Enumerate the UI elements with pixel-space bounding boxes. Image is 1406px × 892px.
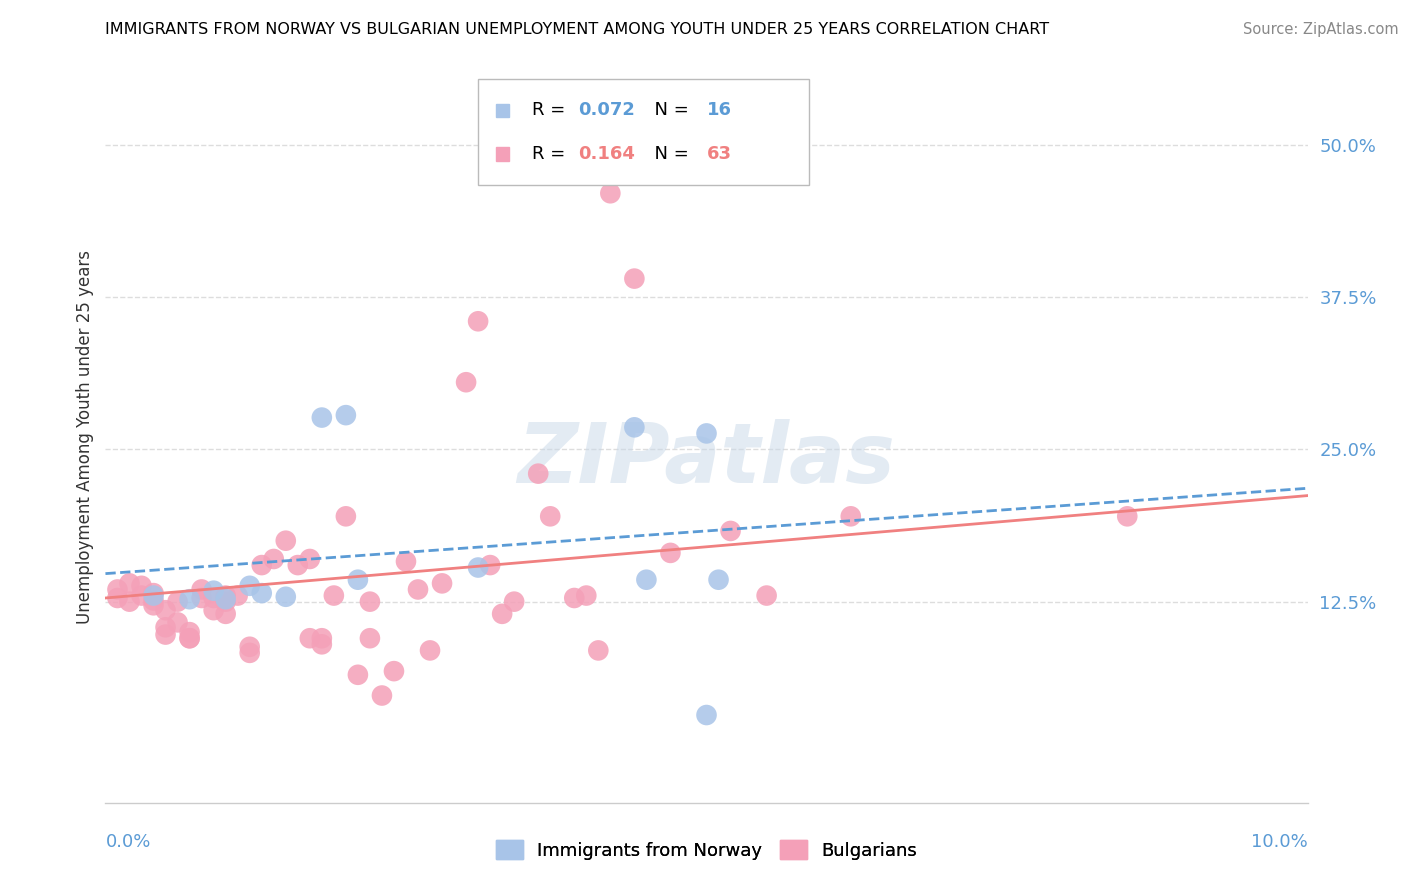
Point xyxy=(250,586,273,600)
Text: Source: ZipAtlas.com: Source: ZipAtlas.com xyxy=(1243,22,1399,37)
Point xyxy=(166,594,188,608)
Point xyxy=(588,643,610,657)
Point xyxy=(311,632,333,646)
Point xyxy=(250,558,273,573)
Point xyxy=(359,632,381,646)
Point xyxy=(190,591,212,605)
Point xyxy=(179,632,201,646)
Point xyxy=(131,589,153,603)
Point xyxy=(395,554,418,568)
FancyBboxPatch shape xyxy=(478,78,808,185)
Point xyxy=(467,314,489,328)
Point xyxy=(214,592,236,607)
Point xyxy=(419,643,441,657)
Point xyxy=(214,594,236,608)
Point xyxy=(599,186,621,201)
Point xyxy=(527,467,550,481)
Text: N =: N = xyxy=(643,101,695,120)
Point xyxy=(287,558,309,573)
Point xyxy=(298,632,321,646)
Point xyxy=(491,607,513,621)
Text: R =: R = xyxy=(533,101,571,120)
Point xyxy=(636,573,658,587)
Point xyxy=(179,592,201,607)
Bar xyxy=(496,103,509,117)
Point xyxy=(239,579,262,593)
Point xyxy=(322,589,344,603)
Point xyxy=(311,410,333,425)
Point xyxy=(696,708,718,723)
Point xyxy=(202,603,225,617)
Point xyxy=(347,667,370,681)
Point xyxy=(382,664,405,678)
Point xyxy=(239,640,262,654)
Point xyxy=(538,509,561,524)
Text: IMMIGRANTS FROM NORWAY VS BULGARIAN UNEMPLOYMENT AMONG YOUTH UNDER 25 YEARS CORR: IMMIGRANTS FROM NORWAY VS BULGARIAN UNEM… xyxy=(105,22,1049,37)
Point xyxy=(142,599,165,613)
Point xyxy=(239,646,262,660)
Point xyxy=(720,524,742,538)
Point xyxy=(226,589,249,603)
Point xyxy=(214,589,236,603)
Point xyxy=(755,589,778,603)
Point xyxy=(118,594,141,608)
Point xyxy=(155,627,177,641)
Text: 0.072: 0.072 xyxy=(578,101,634,120)
Point xyxy=(202,591,225,605)
Point xyxy=(274,533,297,548)
Point xyxy=(335,509,357,524)
Point xyxy=(696,426,718,441)
Point xyxy=(202,583,225,598)
Point xyxy=(430,576,453,591)
Point xyxy=(707,573,730,587)
Point xyxy=(659,546,682,560)
Y-axis label: Unemployment Among Youth under 25 years: Unemployment Among Youth under 25 years xyxy=(76,250,94,624)
Point xyxy=(142,589,165,603)
Point xyxy=(298,552,321,566)
Text: R =: R = xyxy=(533,145,571,163)
Text: 0.164: 0.164 xyxy=(578,145,634,163)
Point xyxy=(142,593,165,607)
Point xyxy=(1116,509,1139,524)
Point xyxy=(623,271,645,285)
Point xyxy=(467,560,489,574)
Point xyxy=(190,582,212,597)
Point xyxy=(179,625,201,640)
Point xyxy=(131,579,153,593)
Point xyxy=(335,408,357,422)
Text: N =: N = xyxy=(643,145,695,163)
Point xyxy=(214,607,236,621)
Point xyxy=(107,591,129,605)
Point xyxy=(166,615,188,630)
Point xyxy=(263,552,285,566)
Point xyxy=(142,586,165,600)
Text: 10.0%: 10.0% xyxy=(1251,833,1308,851)
Point xyxy=(479,558,502,573)
Point xyxy=(347,573,370,587)
Point xyxy=(623,420,645,434)
Point xyxy=(311,637,333,651)
Legend: Immigrants from Norway, Bulgarians: Immigrants from Norway, Bulgarians xyxy=(488,833,925,867)
Point xyxy=(562,591,585,605)
Point xyxy=(155,603,177,617)
Point xyxy=(107,582,129,597)
Bar xyxy=(496,147,509,161)
Text: 63: 63 xyxy=(707,145,731,163)
Text: ZIPatlas: ZIPatlas xyxy=(517,418,896,500)
Point xyxy=(839,509,862,524)
Point xyxy=(406,582,429,597)
Point xyxy=(118,576,141,591)
Point xyxy=(274,590,297,604)
Text: 0.0%: 0.0% xyxy=(105,833,150,851)
Text: 16: 16 xyxy=(707,101,731,120)
Point xyxy=(575,589,598,603)
Point xyxy=(371,689,394,703)
Point xyxy=(155,620,177,634)
Point xyxy=(359,594,381,608)
Point xyxy=(179,632,201,646)
Point xyxy=(454,376,477,390)
Point xyxy=(503,594,526,608)
